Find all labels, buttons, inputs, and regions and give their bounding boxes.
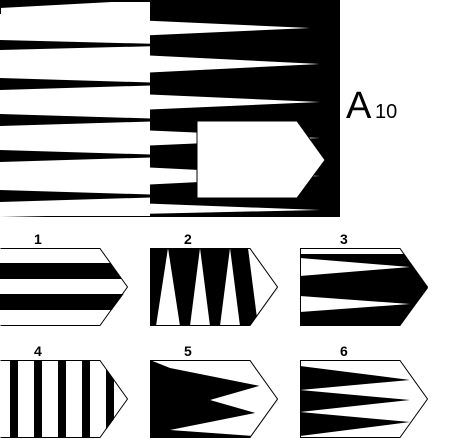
option-number: 3 <box>340 231 348 247</box>
missing-piece-slot <box>196 120 326 199</box>
plate-letter: A <box>346 85 372 127</box>
option-number: 5 <box>184 343 192 359</box>
option-5[interactable]: 5 <box>150 343 280 438</box>
option-4[interactable]: 4 <box>0 343 130 438</box>
option-number: 4 <box>34 343 42 359</box>
option-1[interactable]: 1 <box>0 231 130 326</box>
plate-label: A 10 <box>346 85 397 127</box>
option-3[interactable]: 3 <box>300 231 430 326</box>
option-number: 2 <box>184 231 192 247</box>
puzzle-plate <box>0 0 340 217</box>
option-6[interactable]: 6 <box>300 343 430 438</box>
option-number: 6 <box>340 343 348 359</box>
option-number: 1 <box>34 231 42 247</box>
option-2[interactable]: 2 <box>150 231 280 326</box>
plate-number: 10 <box>375 101 397 123</box>
